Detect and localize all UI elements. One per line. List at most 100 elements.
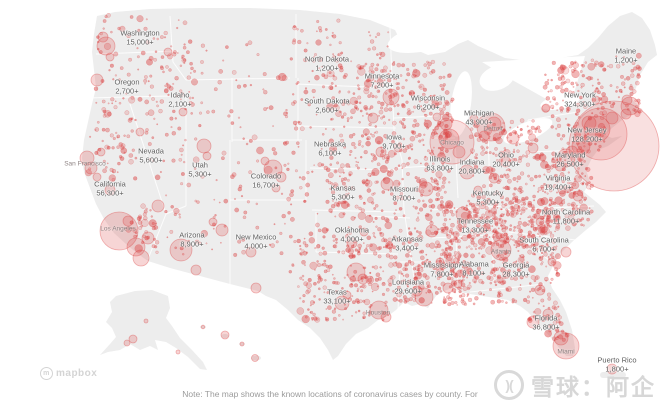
county-case-dot bbox=[371, 201, 375, 205]
county-case-dot bbox=[625, 76, 631, 81]
county-case-dot bbox=[404, 145, 410, 150]
county-case-dot bbox=[445, 101, 450, 106]
county-case-dot bbox=[453, 261, 456, 263]
lake-ontario bbox=[540, 93, 580, 111]
county-case-dot bbox=[412, 267, 417, 271]
county-case-dot bbox=[577, 89, 580, 93]
county-case-dot bbox=[504, 219, 507, 223]
county-case-dot bbox=[631, 89, 637, 94]
metro-case-bubble bbox=[432, 112, 442, 122]
county-case-dot bbox=[384, 300, 388, 304]
county-case-dot bbox=[538, 174, 542, 178]
county-case-dot bbox=[542, 190, 544, 193]
county-case-dot bbox=[325, 228, 329, 232]
county-case-dot bbox=[543, 226, 546, 229]
county-case-dot bbox=[586, 132, 590, 135]
county-case-dot bbox=[417, 234, 424, 241]
land-layer bbox=[82, 8, 657, 378]
county-case-dot bbox=[545, 265, 548, 268]
county-case-dot bbox=[212, 215, 216, 219]
county-case-dot bbox=[388, 107, 393, 112]
county-case-dot bbox=[299, 247, 302, 251]
county-case-dot bbox=[507, 168, 510, 171]
county-case-dot bbox=[331, 117, 334, 121]
county-case-dot bbox=[310, 300, 315, 305]
county-case-dot bbox=[575, 132, 582, 138]
county-case-dot bbox=[527, 233, 531, 237]
county-case-dot bbox=[382, 121, 387, 125]
county-case-dot bbox=[174, 246, 178, 250]
county-case-dot bbox=[466, 293, 470, 296]
county-case-dot bbox=[490, 172, 494, 177]
county-case-dot bbox=[600, 105, 605, 110]
county-case-dot bbox=[140, 50, 146, 56]
county-case-dot bbox=[355, 76, 359, 80]
county-case-dot bbox=[521, 198, 526, 204]
county-case-dot bbox=[367, 94, 372, 98]
county-case-dot bbox=[512, 261, 517, 266]
county-case-dot bbox=[553, 306, 558, 311]
county-case-dot bbox=[363, 266, 367, 270]
county-case-dot bbox=[422, 87, 427, 92]
county-case-dot bbox=[358, 299, 363, 304]
county-case-dot bbox=[107, 111, 112, 117]
county-case-dot bbox=[103, 42, 112, 50]
county-case-dot bbox=[558, 321, 564, 326]
county-case-dot bbox=[574, 193, 579, 197]
county-case-dot bbox=[463, 273, 467, 277]
county-case-dot bbox=[554, 230, 556, 233]
county-case-dot bbox=[472, 121, 480, 129]
mapbox-attribution[interactable]: m mapbox bbox=[40, 367, 97, 380]
county-case-dot bbox=[417, 264, 421, 267]
county-case-dot bbox=[357, 211, 366, 220]
county-case-dot bbox=[481, 281, 485, 285]
county-case-dot bbox=[527, 234, 532, 239]
county-case-dot bbox=[352, 275, 355, 278]
county-case-dot bbox=[332, 182, 339, 189]
county-case-dot bbox=[359, 155, 363, 159]
county-case-dot bbox=[433, 230, 439, 235]
metro-case-bubble bbox=[239, 341, 245, 347]
county-case-dot bbox=[152, 37, 156, 40]
county-case-dot bbox=[556, 191, 558, 194]
county-case-dot bbox=[443, 206, 447, 210]
county-case-dot bbox=[552, 96, 556, 101]
county-case-dot bbox=[493, 220, 496, 223]
county-case-dot bbox=[328, 208, 333, 213]
county-case-dot bbox=[527, 216, 530, 219]
metro-case-bubble bbox=[250, 282, 262, 294]
county-case-dot bbox=[343, 303, 346, 306]
county-case-dot bbox=[494, 190, 500, 196]
county-case-dot bbox=[377, 76, 382, 80]
county-case-dot bbox=[425, 213, 433, 221]
county-case-dot bbox=[389, 254, 394, 260]
county-case-dot bbox=[374, 67, 379, 72]
county-case-dot bbox=[351, 295, 354, 298]
county-case-dot bbox=[557, 66, 565, 74]
county-case-dot bbox=[480, 224, 489, 233]
county-case-dot bbox=[566, 106, 570, 111]
county-case-dot bbox=[409, 232, 413, 236]
county-case-dot bbox=[316, 244, 321, 248]
county-case-dot bbox=[504, 226, 509, 230]
county-case-dot bbox=[548, 329, 552, 333]
county-case-dot bbox=[315, 222, 320, 228]
county-case-dot bbox=[481, 217, 484, 220]
county-case-dot bbox=[424, 167, 429, 173]
county-case-dot bbox=[527, 230, 532, 235]
county-case-dot bbox=[321, 85, 326, 89]
county-case-dot bbox=[514, 132, 517, 135]
county-case-dot bbox=[225, 45, 229, 49]
county-case-dot bbox=[582, 224, 585, 227]
county-case-dot bbox=[321, 163, 325, 167]
county-case-dot bbox=[443, 262, 446, 265]
county-case-dot bbox=[583, 160, 586, 163]
county-case-dot bbox=[544, 164, 551, 171]
county-case-dot bbox=[190, 112, 193, 115]
county-case-dot bbox=[513, 148, 516, 151]
county-case-dot bbox=[492, 173, 498, 179]
county-case-dot bbox=[567, 171, 570, 174]
county-case-dot bbox=[545, 242, 549, 246]
county-case-dot bbox=[341, 181, 346, 186]
